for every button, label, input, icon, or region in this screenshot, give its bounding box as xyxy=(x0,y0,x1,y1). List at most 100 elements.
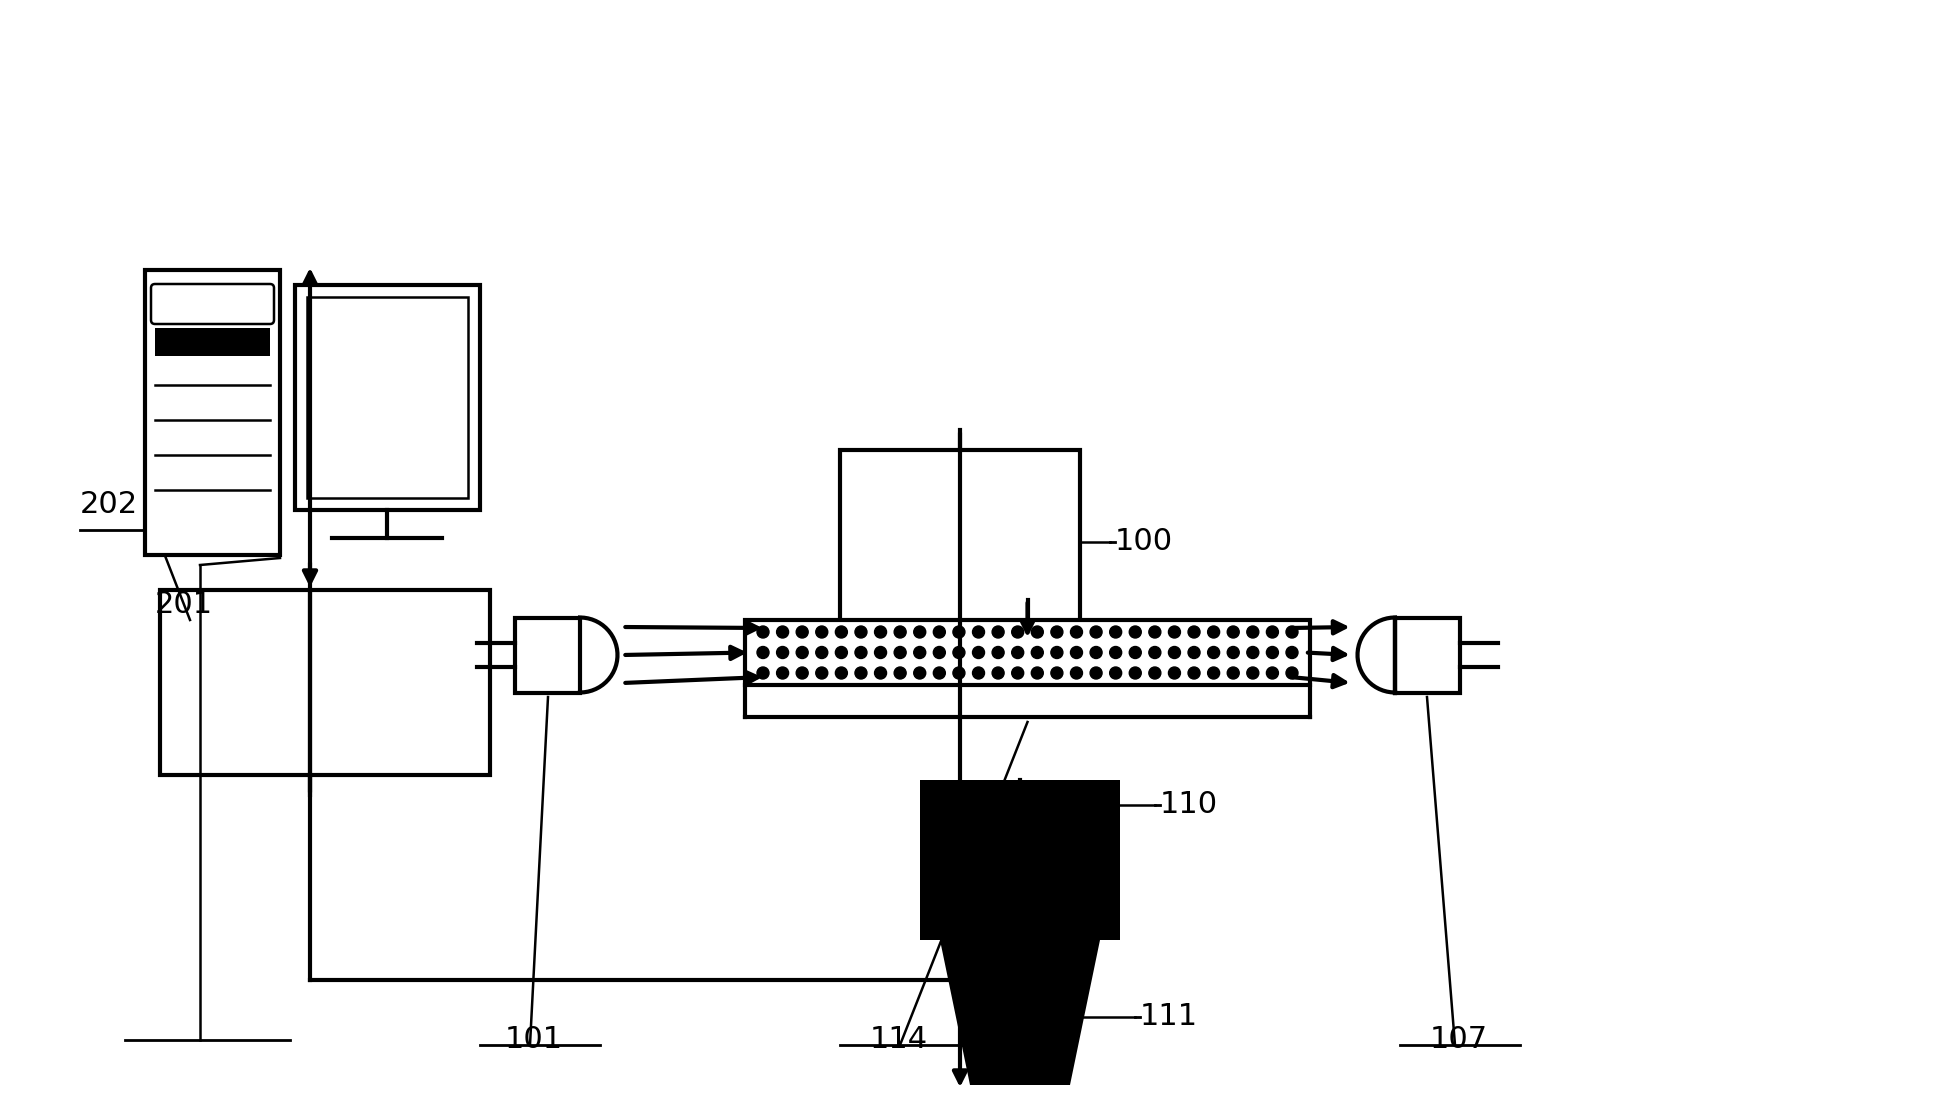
Circle shape xyxy=(952,667,966,679)
Bar xyxy=(840,450,1080,635)
Text: 107: 107 xyxy=(1429,1025,1487,1054)
Circle shape xyxy=(1148,626,1161,638)
Circle shape xyxy=(1070,626,1082,638)
Circle shape xyxy=(816,626,828,638)
Circle shape xyxy=(1109,667,1121,679)
Circle shape xyxy=(1189,626,1200,638)
Circle shape xyxy=(1090,626,1101,638)
Circle shape xyxy=(1070,646,1082,658)
Circle shape xyxy=(952,646,966,658)
Bar xyxy=(295,285,481,510)
Circle shape xyxy=(816,667,828,679)
Circle shape xyxy=(1128,626,1142,638)
Circle shape xyxy=(1169,667,1181,679)
Circle shape xyxy=(778,667,789,679)
Circle shape xyxy=(973,626,985,638)
Circle shape xyxy=(1032,646,1043,658)
Text: 101: 101 xyxy=(504,1025,562,1054)
Bar xyxy=(516,618,580,693)
Circle shape xyxy=(1208,626,1220,638)
Circle shape xyxy=(836,626,847,638)
Circle shape xyxy=(778,626,789,638)
Circle shape xyxy=(1128,646,1142,658)
Circle shape xyxy=(1148,646,1161,658)
Circle shape xyxy=(993,646,1004,658)
Circle shape xyxy=(855,667,867,679)
Circle shape xyxy=(1189,667,1200,679)
Bar xyxy=(919,780,1121,940)
Circle shape xyxy=(756,646,770,658)
Circle shape xyxy=(913,626,925,638)
Circle shape xyxy=(874,667,886,679)
Text: 100: 100 xyxy=(1115,527,1173,556)
Circle shape xyxy=(1208,667,1220,679)
Bar xyxy=(145,270,279,555)
Circle shape xyxy=(1247,646,1258,658)
Circle shape xyxy=(1227,626,1239,638)
Circle shape xyxy=(1012,667,1024,679)
Polygon shape xyxy=(940,940,1099,1085)
Circle shape xyxy=(1227,667,1239,679)
Text: 114: 114 xyxy=(871,1025,929,1054)
Circle shape xyxy=(933,646,946,658)
Circle shape xyxy=(894,626,906,638)
Circle shape xyxy=(756,626,770,638)
Circle shape xyxy=(836,667,847,679)
Circle shape xyxy=(913,667,925,679)
Circle shape xyxy=(1109,626,1121,638)
Circle shape xyxy=(1032,667,1043,679)
Circle shape xyxy=(1286,646,1297,658)
Text: 201: 201 xyxy=(155,590,213,619)
Circle shape xyxy=(816,646,828,658)
Circle shape xyxy=(836,646,847,658)
Circle shape xyxy=(1090,646,1101,658)
Bar xyxy=(155,328,270,356)
Circle shape xyxy=(993,626,1004,638)
Circle shape xyxy=(1109,646,1121,658)
Circle shape xyxy=(1266,646,1278,658)
Circle shape xyxy=(894,667,906,679)
Circle shape xyxy=(1128,667,1142,679)
Text: 111: 111 xyxy=(1140,1002,1198,1031)
Bar xyxy=(161,590,491,775)
Text: 110: 110 xyxy=(1160,790,1218,819)
Circle shape xyxy=(913,646,925,658)
Circle shape xyxy=(1051,626,1063,638)
Circle shape xyxy=(1247,667,1258,679)
Circle shape xyxy=(973,667,985,679)
Bar xyxy=(1394,618,1460,693)
Circle shape xyxy=(1286,626,1297,638)
Circle shape xyxy=(1051,646,1063,658)
Bar xyxy=(745,620,1311,685)
Circle shape xyxy=(1266,667,1278,679)
Circle shape xyxy=(1189,646,1200,658)
Circle shape xyxy=(894,646,906,658)
Circle shape xyxy=(1148,667,1161,679)
Circle shape xyxy=(1247,626,1258,638)
Circle shape xyxy=(797,646,809,658)
Circle shape xyxy=(973,646,985,658)
Circle shape xyxy=(1032,626,1043,638)
Circle shape xyxy=(1012,626,1024,638)
Circle shape xyxy=(855,646,867,658)
Text: 202: 202 xyxy=(79,490,138,519)
Circle shape xyxy=(1012,646,1024,658)
Circle shape xyxy=(855,626,867,638)
Circle shape xyxy=(1051,667,1063,679)
Bar xyxy=(306,297,467,498)
Circle shape xyxy=(1227,646,1239,658)
Circle shape xyxy=(1070,667,1082,679)
Circle shape xyxy=(1090,667,1101,679)
Circle shape xyxy=(797,626,809,638)
Circle shape xyxy=(1266,626,1278,638)
Circle shape xyxy=(797,667,809,679)
Circle shape xyxy=(874,626,886,638)
Circle shape xyxy=(933,626,946,638)
Circle shape xyxy=(756,667,770,679)
Circle shape xyxy=(778,646,789,658)
Circle shape xyxy=(1286,667,1297,679)
Circle shape xyxy=(1169,646,1181,658)
Circle shape xyxy=(874,646,886,658)
Circle shape xyxy=(993,667,1004,679)
Circle shape xyxy=(1208,646,1220,658)
